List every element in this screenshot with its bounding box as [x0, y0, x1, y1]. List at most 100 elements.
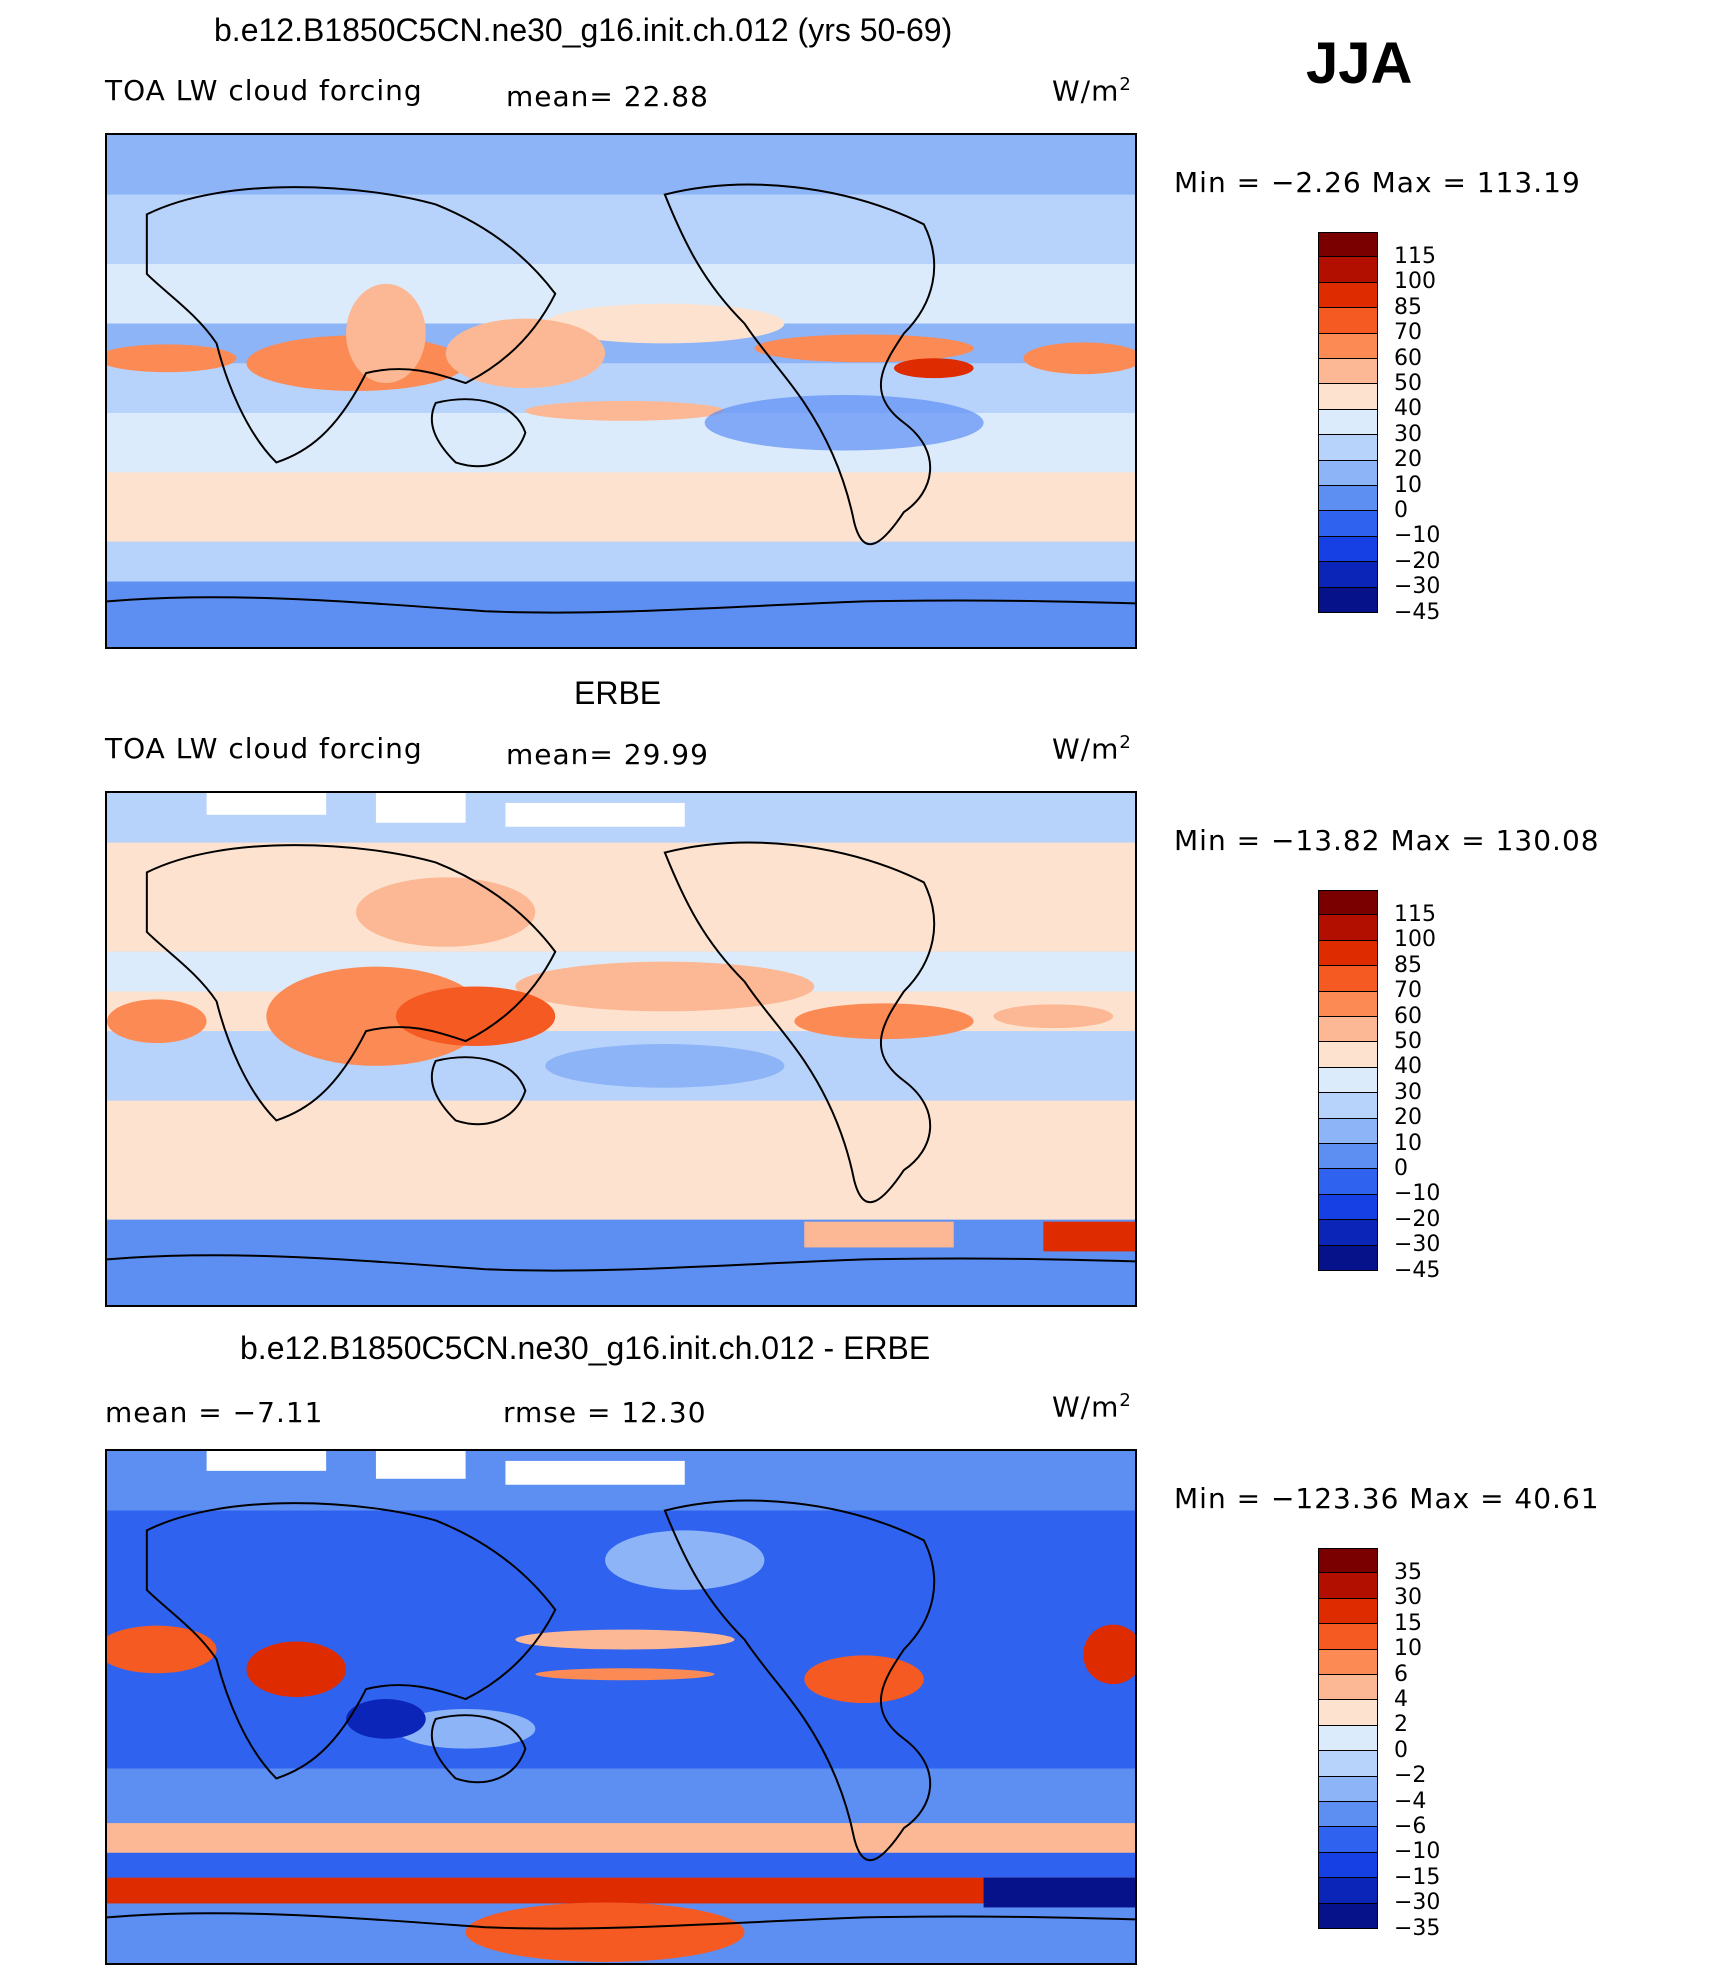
- panel-3-colorbar-tick: 6: [1394, 1661, 1408, 1687]
- panel-2-colorbar-swatch: [1318, 915, 1378, 941]
- panel-1-colorbar-tick: 10: [1394, 472, 1422, 498]
- panel-3-colorbar-swatch: [1318, 1802, 1378, 1828]
- panel-3-colorbar-tick: −10: [1394, 1839, 1441, 1865]
- panel-2-colorbar-tick: −20: [1394, 1206, 1441, 1232]
- panel-1-colorbar-swatch: [1318, 409, 1378, 436]
- panel-2-colorbar-swatch: [1318, 1144, 1378, 1170]
- panel-3-colorbar-swatch: [1318, 1573, 1378, 1599]
- panel-3-map-field: [107, 1451, 1135, 1963]
- panel-3-colorbar-tick: 30: [1394, 1585, 1422, 1611]
- panel-3-colorbar-swatch: [1318, 1827, 1378, 1853]
- panel-3-colorbar-tick: 2: [1394, 1712, 1408, 1738]
- panel-2-colorbar-tick: 50: [1394, 1029, 1422, 1054]
- panel-3-colorbar-swatch: [1318, 1852, 1378, 1879]
- panel-1-colorbar-tick: 115: [1394, 244, 1436, 269]
- panel-2-units: W/m2: [1052, 732, 1132, 766]
- panel-1-map: [105, 133, 1137, 649]
- panel-1-colorbar-swatch: [1318, 232, 1378, 258]
- panel-2-colorbar-tick: 100: [1394, 927, 1436, 953]
- panel-2-colorbar-tick: 20: [1394, 1105, 1422, 1131]
- panel-3-colorbar-tick: −35: [1394, 1915, 1441, 1941]
- season-label: JJA: [1306, 31, 1413, 96]
- panel-2-colorbar-swatch: [1318, 1042, 1378, 1068]
- panel-2-colorbar-swatch: [1318, 940, 1378, 967]
- panel-3-colorbar-swatch: [1318, 1598, 1378, 1625]
- panel-2-colorbar-tick: −45: [1394, 1257, 1441, 1283]
- panel-2-colorbar-tick: −10: [1394, 1181, 1441, 1207]
- panel-3-title: b.e12.B1850C5CN.ne30_g16.init.ch.012 - E…: [240, 1330, 931, 1366]
- panel-2-colorbar-swatch: [1318, 991, 1378, 1017]
- panel-2-map-field: [107, 793, 1135, 1305]
- panel-1-title: b.e12.B1850C5CN.ne30_g16.init.ch.012 (yr…: [214, 12, 953, 48]
- panel-1-colorbar-tick: −20: [1394, 548, 1441, 574]
- panel-1-colorbar-swatch: [1318, 257, 1378, 283]
- panel-1-colorbar-tick: 0: [1394, 498, 1408, 523]
- panel-1-colorbar-tick: 85: [1394, 294, 1422, 320]
- panel-3-colorbar-tick: −2: [1394, 1763, 1427, 1789]
- panel-1-colorbar-swatch: [1318, 587, 1378, 613]
- panel-2-colorbar-tick: 70: [1394, 978, 1422, 1004]
- panel-1-colorbar-swatch: [1318, 308, 1378, 334]
- panel-3-colorbar-tick: −15: [1394, 1864, 1441, 1890]
- panel-1-colorbar-tick: 70: [1394, 320, 1422, 346]
- panel-1-colorbar-tick: 30: [1394, 421, 1422, 447]
- panel-3-units: W/m2: [1052, 1390, 1132, 1424]
- panel-2-colorbar-swatch: [1318, 1118, 1378, 1144]
- panel-3-colorbar-swatch: [1318, 1725, 1378, 1752]
- panel-3-colorbar-swatch: [1318, 1776, 1378, 1802]
- panel-1-minmax: Min = −2.26 Max = 113.19: [1174, 166, 1581, 199]
- panel-1-colorbar-swatch: [1318, 384, 1378, 410]
- panel-3-colorbar-swatch: [1318, 1624, 1378, 1650]
- panel-2-colorbar-swatch: [1318, 1017, 1378, 1043]
- panel-2-minmax: Min = −13.82 Max = 130.08: [1174, 824, 1600, 857]
- panel-1-colorbar-tick: 20: [1394, 447, 1422, 473]
- panel-3-colorbar-tick: 0: [1394, 1737, 1408, 1763]
- panel-1-mean-label: mean= 22.88: [506, 80, 709, 113]
- panel-3-minmax: Min = −123.36 Max = 40.61: [1174, 1482, 1600, 1515]
- panel-2-colorbar-swatch: [1318, 1093, 1378, 1119]
- panel-3-map: [105, 1449, 1137, 1965]
- panel-1-colorbar-swatch: [1318, 333, 1378, 359]
- panel-1-colorbar-tick: 50: [1394, 371, 1422, 396]
- panel-3-colorbar-swatch: [1318, 1903, 1378, 1929]
- panel-3-colorbar-tick: −6: [1394, 1814, 1427, 1839]
- panel-3-colorbar-swatch: [1318, 1878, 1378, 1904]
- panel-2-left-label: TOA LW cloud forcing: [105, 732, 423, 765]
- panel-2-colorbar-swatch: [1318, 966, 1378, 992]
- panel-2-colorbar-tick: 40: [1394, 1054, 1422, 1080]
- panel-3-colorbar-swatch: [1318, 1675, 1378, 1701]
- panel-2-colorbar-swatch: [1318, 1169, 1378, 1195]
- panel-2-colorbar-swatch: [1318, 1194, 1378, 1221]
- panel-1-colorbar-swatch: [1318, 562, 1378, 588]
- panel-1-colorbar-tick: −30: [1394, 574, 1441, 600]
- panel-2-colorbar-tick: 10: [1394, 1130, 1422, 1156]
- panel-2-colorbar-swatch: [1318, 1067, 1378, 1094]
- panel-3-colorbar-tick: 35: [1394, 1560, 1422, 1585]
- panel-1-colorbar-swatch: [1318, 359, 1378, 385]
- panel-3-mean-label: mean = −7.11: [105, 1396, 324, 1429]
- panel-1-colorbar-tick: 100: [1394, 269, 1436, 295]
- panel-2-colorbar-tick: 0: [1394, 1156, 1408, 1181]
- panel-1-colorbar-tick: −45: [1394, 599, 1441, 625]
- panel-2-colorbar-tick: 115: [1394, 902, 1436, 927]
- panel-2-mean-label: mean= 29.99: [506, 738, 709, 771]
- panel-2-map: [105, 791, 1137, 1307]
- panel-2-colorbar-swatch: [1318, 1245, 1378, 1271]
- panel-3-colorbar-swatch: [1318, 1649, 1378, 1675]
- panel-1-colorbar-swatch: [1318, 511, 1378, 537]
- panel-1-units: W/m2: [1052, 74, 1132, 108]
- panel-1-colorbar-swatch: [1318, 282, 1378, 309]
- panel-1-colorbar-swatch: [1318, 486, 1378, 512]
- panel-3-colorbar-swatch: [1318, 1700, 1378, 1726]
- panel-1-colorbar-tick: 40: [1394, 396, 1422, 422]
- panel-2-colorbar-swatch: [1318, 1220, 1378, 1246]
- panel-3-rmse-label: rmse = 12.30: [503, 1396, 707, 1429]
- panel-2-colorbar-tick: 60: [1394, 1003, 1422, 1029]
- panel-1-colorbar-swatch: [1318, 435, 1378, 461]
- panel-2-colorbar-tick: 85: [1394, 952, 1422, 978]
- panel-1-colorbar-swatch: [1318, 536, 1378, 563]
- panel-1-left-label: TOA LW cloud forcing: [105, 74, 423, 107]
- panel-3-colorbar-swatch: [1318, 1751, 1378, 1777]
- panel-2-colorbar-swatch: [1318, 890, 1378, 916]
- panel-3-colorbar-tick: 10: [1394, 1636, 1422, 1662]
